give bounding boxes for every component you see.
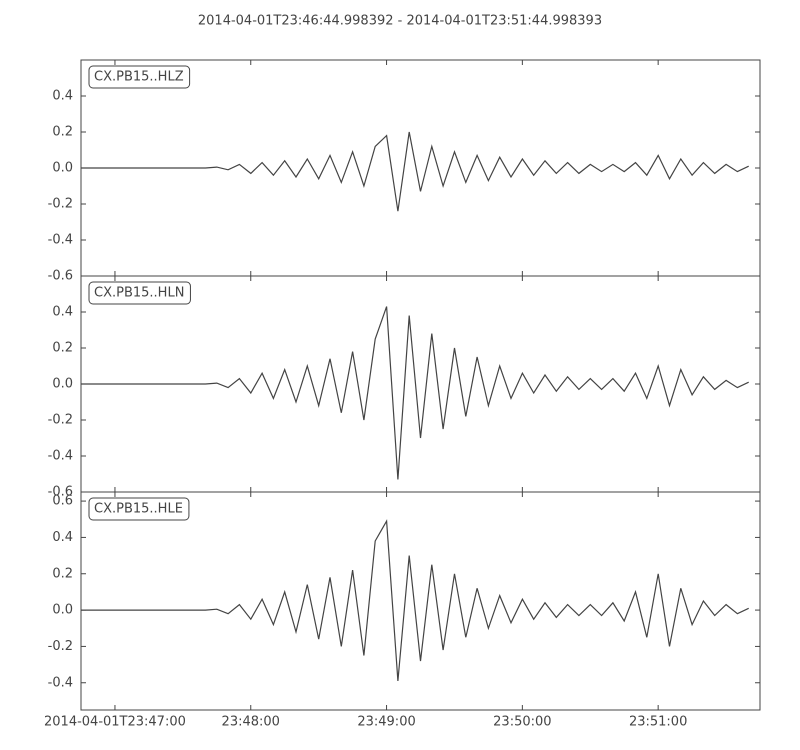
x-tick-label: 23:50:00 (493, 715, 551, 730)
chart-title: 2014-04-01T23:46:44.998392 - 2014-04-01T… (198, 14, 602, 29)
y-tick-label: -0.2 (48, 197, 73, 212)
legend-label: CX.PB15..HLZ (94, 70, 184, 85)
y-tick-label: 0.2 (52, 566, 73, 581)
y-tick-label: -0.4 (48, 675, 73, 690)
x-tick-label: 23:49:00 (357, 715, 415, 730)
plot-frame (80, 491, 761, 711)
y-tick-label: 0.4 (52, 305, 73, 320)
y-tick-label: 0.0 (52, 161, 73, 176)
legend-label: CX.PB15..HLN (94, 286, 184, 301)
y-tick-label: -0.6 (48, 269, 73, 284)
y-tick-label: 0.4 (52, 89, 73, 104)
waveform (81, 306, 749, 480)
y-tick-label: 0.0 (52, 603, 73, 618)
y-tick-label: 0.0 (52, 377, 73, 392)
waveform (81, 519, 749, 681)
y-tick-label: -0.4 (48, 449, 73, 464)
legend-box (88, 497, 190, 521)
y-tick-label: -0.6 (48, 485, 73, 500)
legend-box (88, 65, 191, 89)
y-tick-label: 0.2 (52, 341, 73, 356)
x-tick-label: 2014-04-01T23:47:00 (44, 715, 186, 730)
x-tick-label: 23:48:00 (222, 715, 280, 730)
y-tick-label: 0.6 (52, 494, 73, 509)
y-tick-label: -0.2 (48, 639, 73, 654)
y-tick-label: 0.2 (52, 125, 73, 140)
x-tick-label: 23:51:00 (629, 715, 687, 730)
y-tick-label: 0.4 (52, 530, 73, 545)
waveform (81, 131, 749, 212)
y-tick-label: -0.2 (48, 413, 73, 428)
y-tick-label: -0.4 (48, 233, 73, 248)
legend-label: CX.PB15..HLE (94, 502, 183, 517)
legend-box (88, 281, 191, 305)
